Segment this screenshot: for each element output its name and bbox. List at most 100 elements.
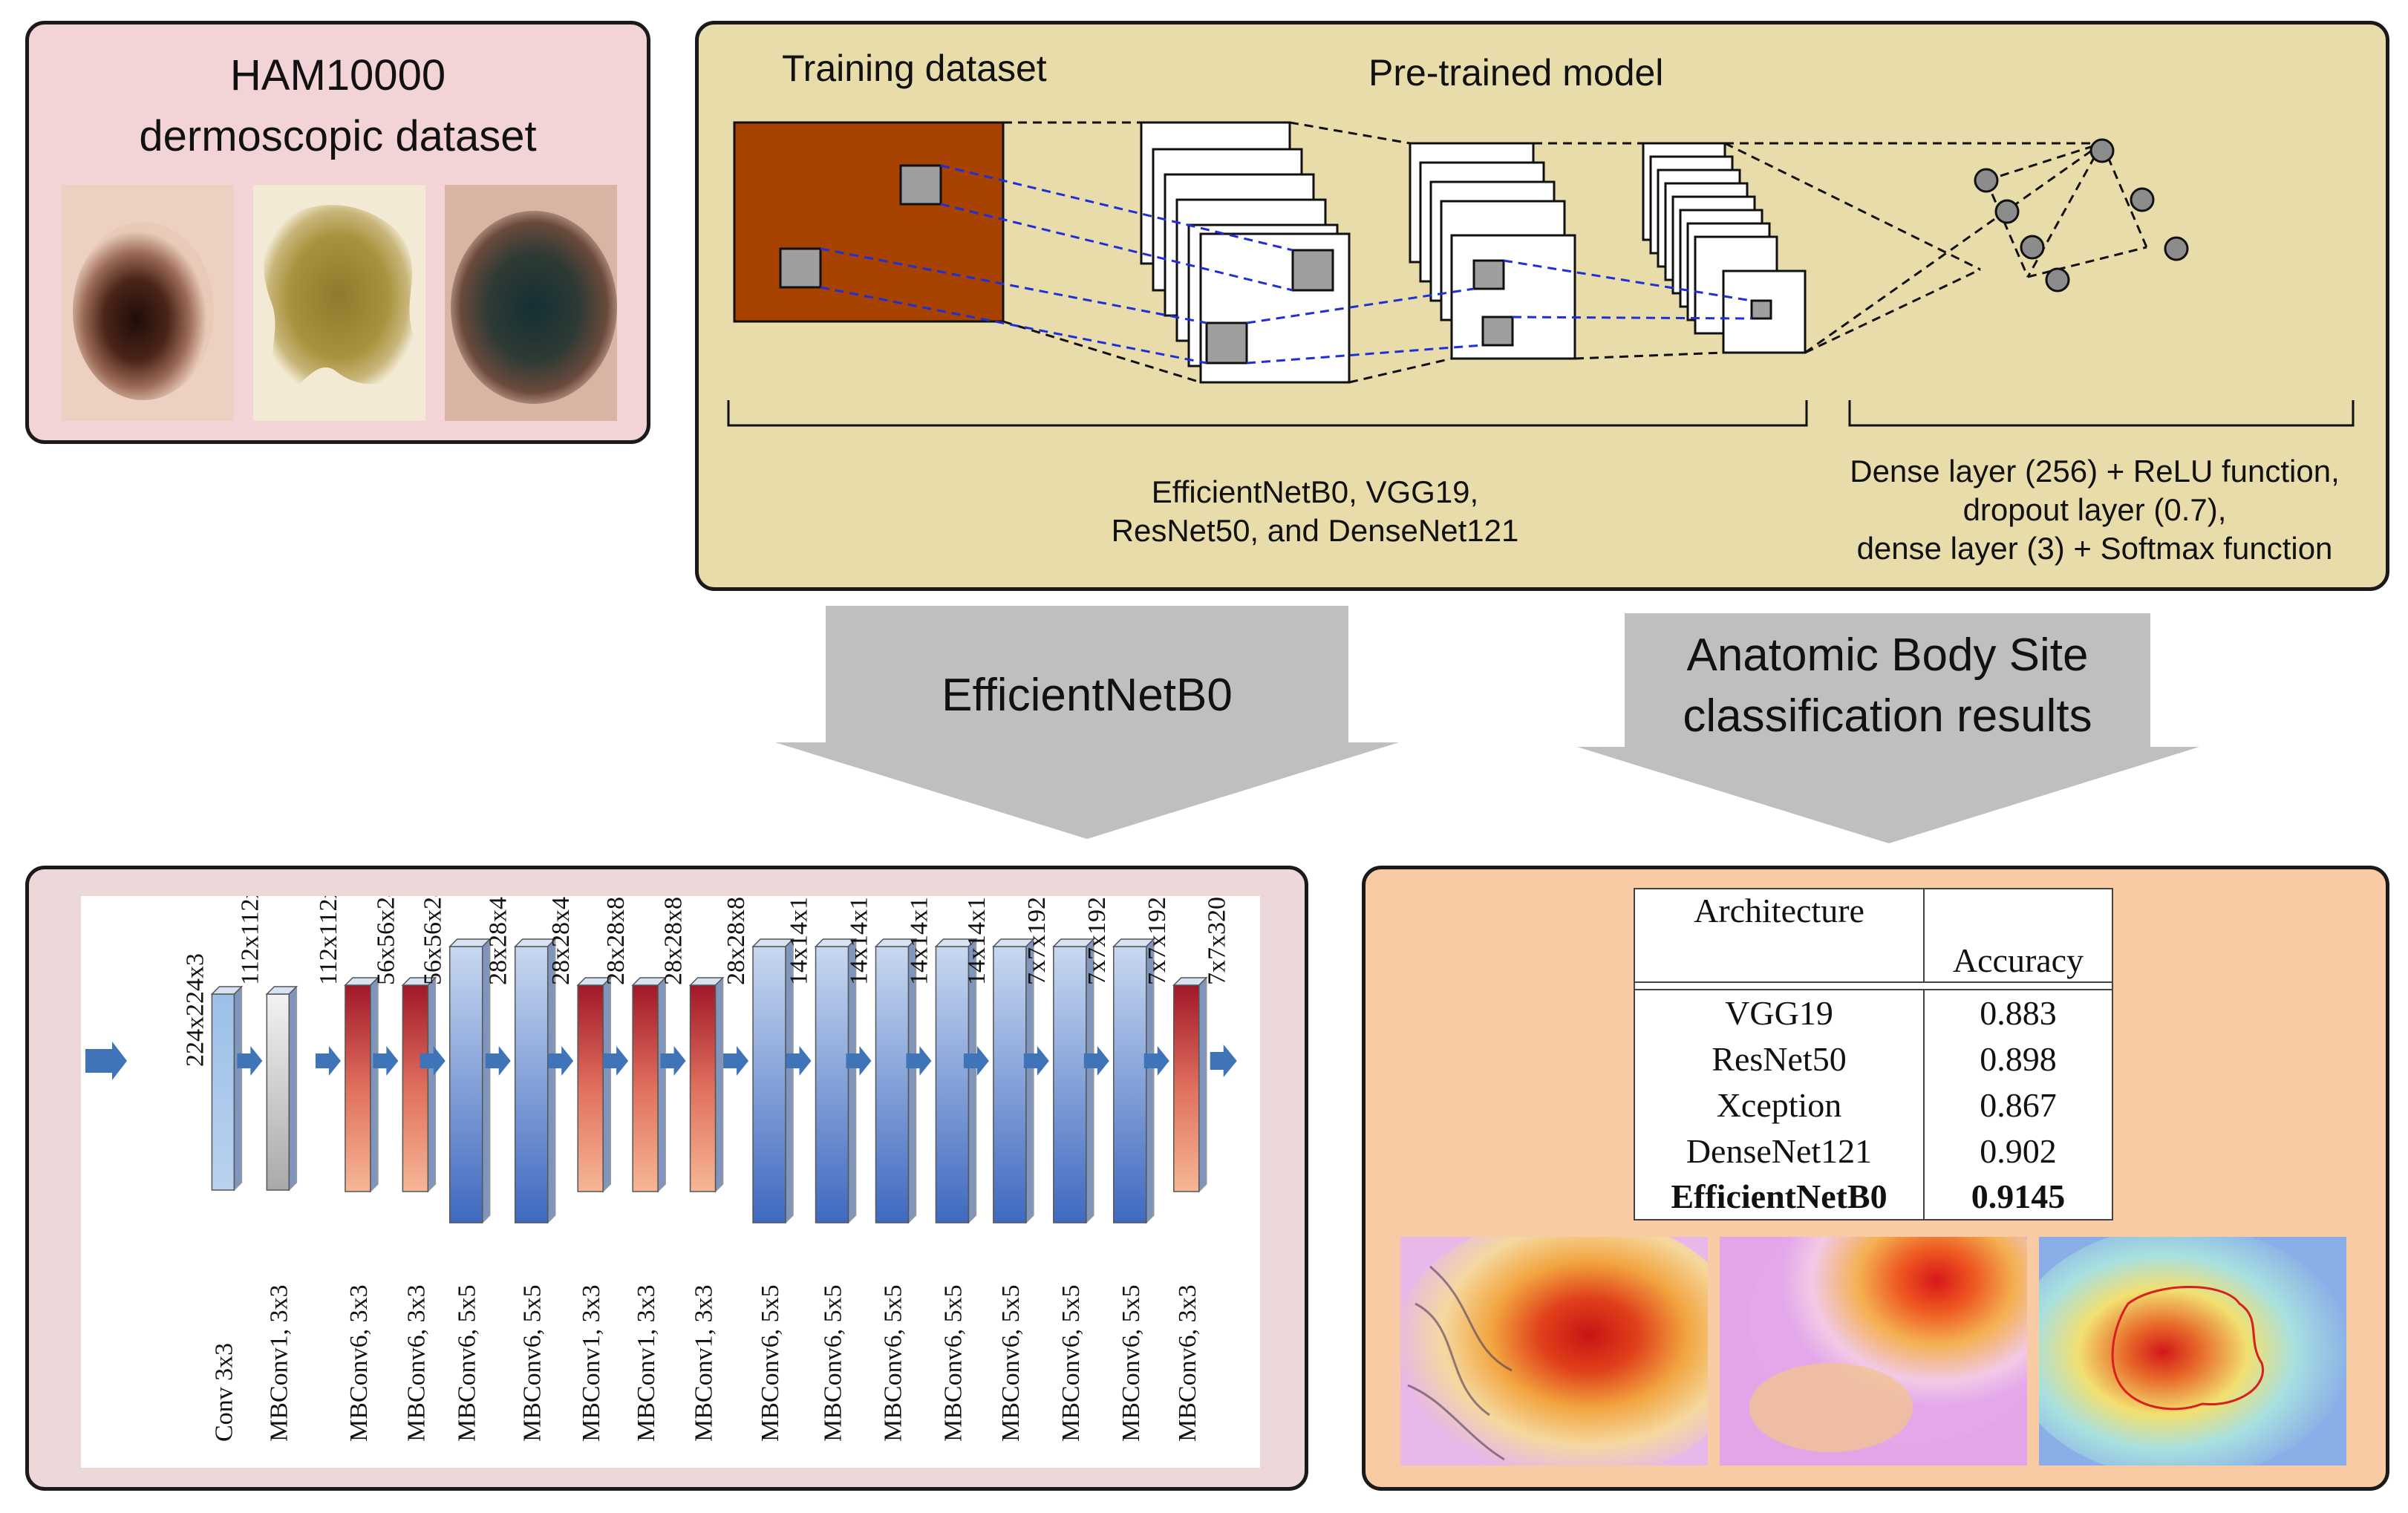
layer-block-blue [814, 938, 858, 1224]
layer-op-label: MBConv6, 5x5 [1057, 1284, 1085, 1442]
layer-dim-label: 28x28x80 [660, 896, 688, 985]
layer-dim-label: 28x28x40 [485, 896, 512, 985]
table-row: Xception 0.867 [1634, 1082, 2113, 1128]
layer-block-blue [513, 938, 557, 1224]
layer-op-label: MBConv6, 3x3 [345, 1284, 373, 1442]
layer-block-gray [265, 985, 298, 1192]
heatmap-3 [2039, 1237, 2346, 1465]
layer-dim-label: 7x7x192 [1143, 897, 1171, 985]
accuracy-cell: 0.883 [1924, 989, 2113, 1036]
arch-cell: DenseNet121 [1634, 1128, 1925, 1174]
lesion-image-2 [253, 185, 425, 421]
head-caption-line2: dropout layer (0.7), [1962, 492, 2227, 527]
head-caption-line3: dense layer (3) + Softmax function [1856, 531, 2333, 566]
arch-cell: ResNet50 [1634, 1036, 1925, 1082]
flow-arrow-icon [723, 1046, 749, 1076]
layer-block-blue [1112, 938, 1155, 1224]
feature-block-2 [1409, 142, 1576, 360]
layer-block-red [1172, 976, 1208, 1193]
layer-dim-label: 14x14x112 [905, 896, 933, 985]
layer-block-blue [751, 938, 794, 1224]
flow-arrow-icon [237, 1046, 263, 1076]
layer-op-label: MBConv6, 5x5 [997, 1284, 1025, 1442]
receptive-field-lines [820, 164, 1752, 365]
table-row: ResNet50 0.898 [1634, 1036, 2113, 1082]
output-arrow-icon [1210, 1045, 1237, 1077]
head-caption-line1: Dense layer (256) + ReLU function, [1850, 454, 2340, 488]
lesion-image-3 [445, 185, 617, 421]
flow-arrow-icon [906, 1046, 932, 1076]
layer-block-blue [874, 938, 918, 1224]
feature-block-3 [1642, 142, 1807, 354]
accuracy-cell-best: 0.9145 [1924, 1174, 2113, 1220]
dataset-panel: HAM10000 dermoscopic dataset [25, 21, 650, 444]
heatmap-2 [1720, 1237, 2027, 1465]
layer-dim-label: 112x112x16 [315, 896, 342, 985]
layer-dim-label: 28x28x80 [722, 896, 750, 985]
layer-dim-label: 112x112x32 [236, 896, 264, 985]
training-patch-2 [779, 247, 822, 289]
layer-block-blue [1052, 938, 1095, 1224]
layer-op-label: MBConv6, 5x5 [820, 1284, 847, 1442]
flow-arrow-icon [846, 1046, 872, 1076]
flow-arrow-icon [603, 1046, 629, 1076]
dense-neurons [1974, 138, 2189, 293]
results-table: Architecture Accuracy VGG19 0.883 ResNet… [1634, 888, 2113, 1220]
dataset-title-line1: HAM10000 [229, 51, 446, 99]
backbone-caption: EfficientNetB0, VGG19, ResNet50, and Den… [951, 473, 1679, 550]
layer-dim-label: 7x7x192 [1023, 897, 1051, 985]
head-bracket [1848, 400, 2355, 427]
arch-cell-best: EfficientNetB0 [1634, 1174, 1925, 1220]
layer-block-red [631, 976, 667, 1193]
backbone-caption-line1: EfficientNetB0, VGG19, [1151, 474, 1479, 509]
backbone-caption-line2: ResNet50, and DenseNet121 [1111, 513, 1519, 548]
flow-arrow-icon [420, 1046, 446, 1076]
layer-dim-label: 224x224x3 [181, 953, 209, 1067]
layer-op-label: MBConv6, 3x3 [402, 1284, 430, 1442]
lesion-image-1 [62, 185, 234, 421]
layer-op-label: MBConv1, 3x3 [633, 1284, 660, 1442]
layer-block-red [344, 976, 379, 1193]
efficientnet-panel: 224x224x3 Conv 3x3 112x112x32 MBConv1, 3x3 1… [25, 861, 1308, 1491]
layer-block-blue [992, 938, 1035, 1224]
layer-op-label: MBConv1, 3x3 [691, 1284, 718, 1442]
layer-op-label: MBConv6, 5x5 [454, 1284, 481, 1442]
table-row: DenseNet121 0.902 [1634, 1128, 2113, 1174]
arrow-efficientnet [775, 606, 1399, 839]
layer-block-conv [210, 985, 244, 1192]
efficientnet-layer-diagram: 224x224x3 Conv 3x3 112x112x32 MBConv1, 3x3 1… [85, 861, 1237, 1442]
heatmap-1 [1400, 1237, 1708, 1465]
training-patch-1 [899, 164, 942, 206]
col-architecture-header: Architecture [1634, 888, 1925, 983]
arrow-results-label-line2: classification results [1683, 690, 2092, 742]
flow-arrow-icon [315, 1046, 341, 1076]
pretrained-model-label: Pre-trained model [1368, 52, 1664, 94]
flow-arrow-icon [548, 1046, 574, 1076]
layer-block-blue [934, 938, 978, 1224]
results-header-row: Architecture Accuracy [1634, 888, 2113, 983]
cnn-architecture-diagram [727, 121, 2355, 427]
flow-arrow-icon [485, 1046, 511, 1076]
block-connectors [1002, 121, 2103, 384]
table-row: VGG19 0.883 [1634, 989, 2113, 1036]
head-caption: Dense layer (256) + ReLU function, dropo… [1798, 452, 2392, 568]
input-arrow-icon [85, 1042, 127, 1080]
flow-arrow-icon [1143, 1046, 1169, 1076]
arrow-results-label-line1: Anatomic Body Site [1686, 630, 2089, 681]
arrow-results [1577, 613, 2199, 843]
layer-op-label: MBConv6, 5x5 [939, 1284, 967, 1442]
layer-op-label: MBConv1, 3x3 [265, 1284, 293, 1442]
arch-cell: Xception [1634, 1082, 1925, 1128]
training-image [733, 121, 1005, 323]
layer-block-red [688, 976, 725, 1193]
layer-block-red [401, 976, 437, 1193]
layer-op-label: Conv 3x3 [210, 1343, 238, 1442]
layer-dim-label: 56x56x24 [420, 896, 447, 985]
layer-block-blue [448, 938, 492, 1224]
table-row-best: EfficientNetB0 0.9145 [1634, 1174, 2113, 1220]
layer-op-label: MBConv6, 5x5 [519, 1284, 546, 1442]
col-accuracy-header: Accuracy [1923, 888, 2113, 983]
layer-op-label: MBConv1, 3x3 [578, 1284, 605, 1442]
accuracy-cell: 0.867 [1924, 1082, 2113, 1128]
training-dataset-label: Training dataset [782, 48, 1047, 89]
